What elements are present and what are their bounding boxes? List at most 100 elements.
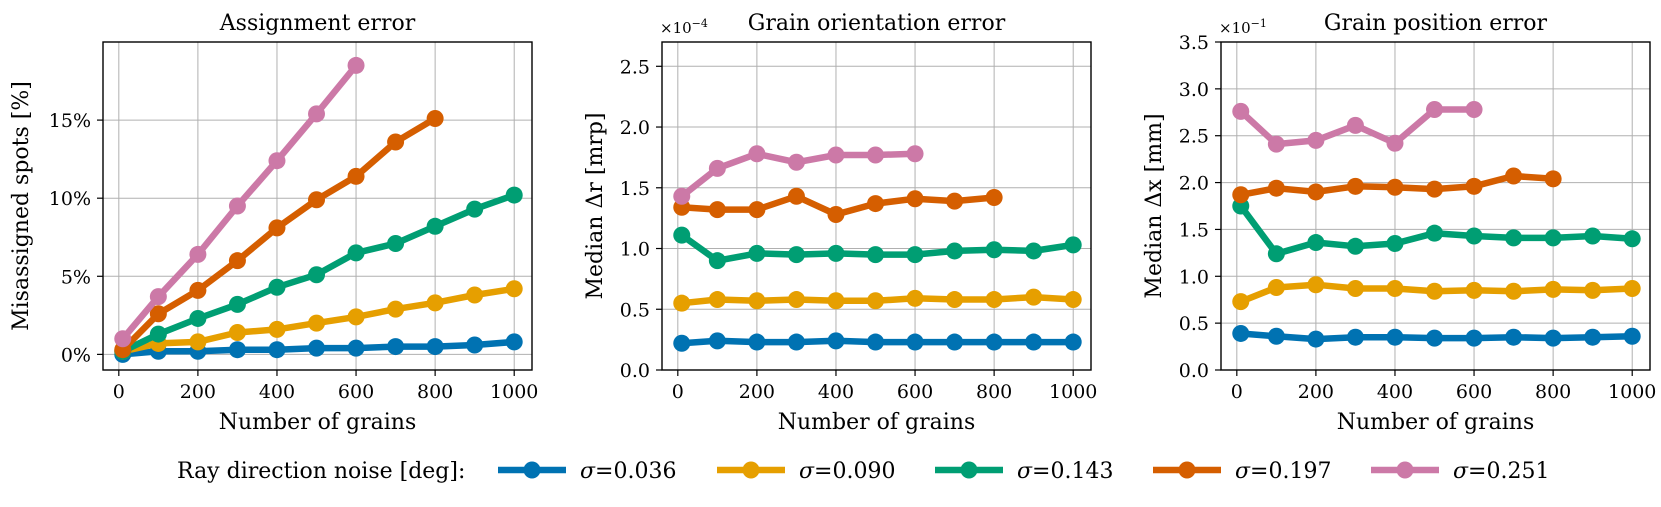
legend-label: σ=0.251 <box>1453 459 1549 484</box>
data-point <box>1267 327 1285 345</box>
data-point <box>1232 324 1250 342</box>
x-tick-label: 600 <box>338 381 374 403</box>
x-tick-label: 0 <box>113 381 125 403</box>
data-point <box>505 333 523 351</box>
legend-sigma: σ <box>1235 459 1251 484</box>
data-point <box>1386 279 1404 297</box>
x-tick-label: 600 <box>1456 381 1492 403</box>
y-tick-label: 0.0 <box>620 360 650 382</box>
x-tick-label: 600 <box>897 381 933 403</box>
data-point <box>1232 186 1250 204</box>
axis-multiplier-exponent: −1 <box>1251 17 1267 30</box>
data-point <box>268 341 286 359</box>
y-tick-label: 0% <box>61 344 91 366</box>
gridlines <box>1221 41 1650 371</box>
data-point <box>1064 236 1082 254</box>
data-point <box>1267 135 1285 153</box>
data-point <box>1465 177 1483 195</box>
data-point <box>426 338 444 356</box>
x-tick-label: 200 <box>180 381 216 403</box>
y-tick-label: 3.5 <box>1179 32 1209 54</box>
data-point <box>787 187 805 205</box>
data-point <box>387 133 405 151</box>
data-point <box>748 292 766 310</box>
data-point <box>787 153 805 171</box>
series-5 <box>1232 100 1483 153</box>
data-point <box>426 110 444 128</box>
data-point <box>347 308 365 326</box>
y-tick-label: 15% <box>49 110 91 132</box>
x-tick-label: 200 <box>1298 381 1334 403</box>
data-point <box>228 252 246 270</box>
series-4 <box>114 110 444 359</box>
data-point <box>827 146 845 164</box>
data-point <box>1544 170 1562 188</box>
data-point <box>387 338 405 356</box>
data-point <box>985 241 1003 259</box>
x-tick-label: 200 <box>739 381 775 403</box>
y-tick-label: 2.5 <box>620 56 650 78</box>
legend-value: =0.197 <box>1250 459 1331 484</box>
series-3 <box>114 186 523 360</box>
data-point <box>268 219 286 237</box>
series-3 <box>1232 197 1641 263</box>
series-2 <box>673 288 1082 312</box>
data-point <box>787 291 805 309</box>
data-point <box>1465 100 1483 118</box>
data-point <box>189 245 207 263</box>
axis-multiplier: ×10−1 <box>1219 17 1267 37</box>
series-2 <box>1232 276 1641 311</box>
data-point <box>906 246 924 264</box>
y-axis-label: Misassigned spots [%] <box>9 81 34 331</box>
data-point <box>1267 179 1285 197</box>
data-point <box>1584 328 1602 346</box>
data-point <box>1544 329 1562 347</box>
data-point <box>1426 224 1444 242</box>
axes-frame <box>1220 41 1651 371</box>
series-4 <box>673 187 1003 224</box>
series-5 <box>114 56 365 348</box>
legend-entry-3: σ=0.143 <box>935 459 1113 484</box>
chart-panel-3: 0 200 400 600 800 1000 0.0 0.5 1.0 1.5 2.0 2.5 3.0 3.… <box>1142 11 1656 435</box>
data-point <box>1505 282 1523 300</box>
legend-marker <box>960 461 978 479</box>
data-point <box>673 294 691 312</box>
data-point <box>1267 279 1285 297</box>
data-point <box>1346 237 1364 255</box>
y-tick-label: 1.0 <box>620 239 650 261</box>
data-point <box>708 332 726 350</box>
legend-sigma: σ <box>1453 459 1469 484</box>
axis-multiplier: ×10−4 <box>660 17 708 37</box>
data-point <box>946 291 964 309</box>
data-point <box>1623 279 1641 297</box>
data-point <box>1426 282 1444 300</box>
data-point <box>308 191 326 209</box>
data-point <box>1544 280 1562 298</box>
x-tick-label: 1000 <box>1049 381 1097 403</box>
data-point <box>827 292 845 310</box>
legend-sigma: σ <box>799 459 815 484</box>
data-point <box>1346 328 1364 346</box>
data-point <box>228 341 246 359</box>
legend-label: σ=0.090 <box>799 459 895 484</box>
legend-marker <box>742 461 760 479</box>
data-point <box>787 246 805 264</box>
data-point <box>748 201 766 219</box>
data-point <box>1426 329 1444 347</box>
axis-multiplier-exponent: −4 <box>692 17 708 30</box>
data-point <box>228 295 246 313</box>
axes-frame <box>661 41 1092 371</box>
chart-title: Grain orientation error <box>748 11 1006 36</box>
legend-entry-5: σ=0.251 <box>1371 459 1549 484</box>
x-tick-label: 1000 <box>1608 381 1656 403</box>
y-tick-label: 0.5 <box>620 299 650 321</box>
series-5 <box>673 145 924 205</box>
data-point <box>466 200 484 218</box>
data-point <box>708 201 726 219</box>
data-point <box>787 333 805 351</box>
legend-marker <box>523 461 541 479</box>
data-point <box>906 333 924 351</box>
data-point <box>114 330 132 348</box>
data-point <box>1346 116 1364 134</box>
x-tick-label: 800 <box>417 381 453 403</box>
